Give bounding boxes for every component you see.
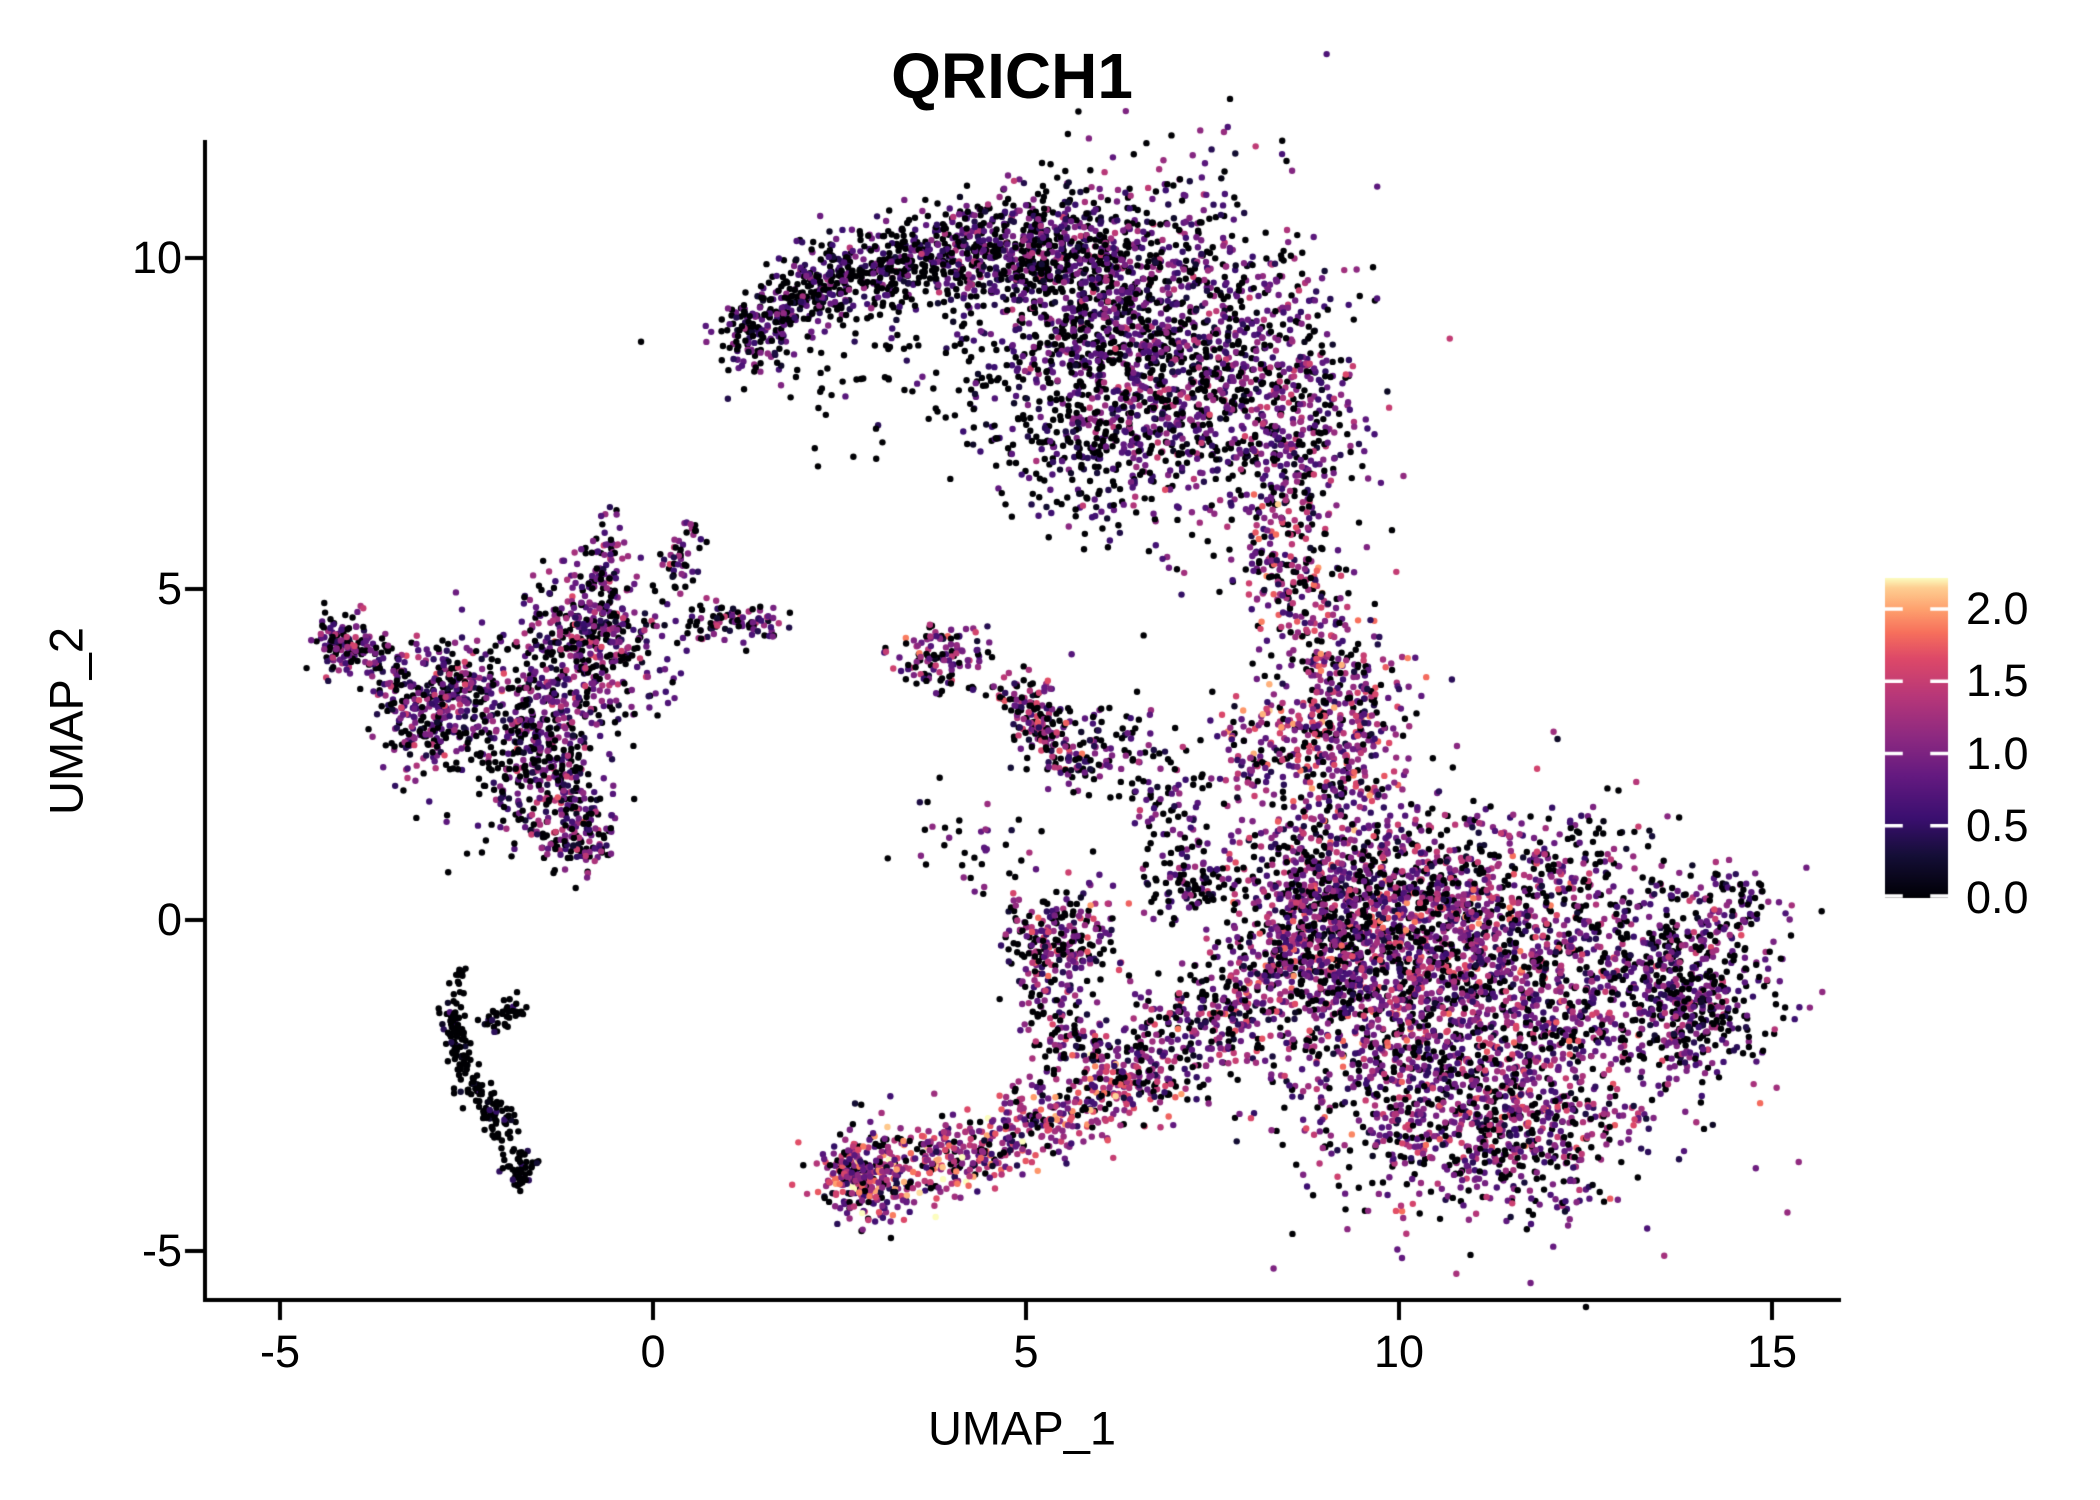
y-tick-label-0: -5: [141, 1225, 182, 1276]
y-tick-label-3: 10: [131, 232, 182, 283]
x-tick-label-1: 0: [640, 1326, 666, 1377]
colorbar-tick-label-2: 1.0: [1966, 727, 2029, 779]
colorbar-tick-label-1: 0.5: [1966, 799, 2029, 851]
x-tick-label-4: 15: [1746, 1326, 1798, 1377]
x-tick-label-0: -5: [259, 1326, 301, 1377]
colorbar-tick-label-0: 0.0: [1966, 872, 2029, 923]
x-tick-label-3: 10: [1373, 1326, 1425, 1377]
x-axis-title: UMAP_1: [927, 1401, 1117, 1455]
y-axis-title: UMAP_2: [39, 626, 93, 816]
colorbar-tick-label-3: 1.5: [1966, 655, 2029, 707]
colorbar-tick-label-4: 2.0: [1966, 583, 2029, 635]
plot-title: QRICH1: [891, 40, 1133, 112]
x-tick-label-2: 5: [1013, 1326, 1039, 1377]
y-tick-label-2: 5: [156, 563, 182, 614]
y-tick-label-1: 0: [156, 894, 182, 945]
